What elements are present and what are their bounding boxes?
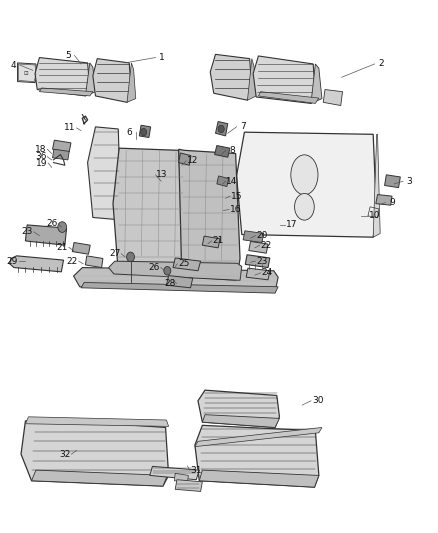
Text: 26: 26 xyxy=(46,220,57,228)
Text: 11: 11 xyxy=(64,124,76,132)
Polygon shape xyxy=(39,88,93,96)
Text: 25: 25 xyxy=(178,260,190,268)
Polygon shape xyxy=(53,149,69,160)
Text: 6: 6 xyxy=(126,128,132,136)
Text: 13: 13 xyxy=(156,171,168,179)
Polygon shape xyxy=(245,255,270,268)
Text: 8: 8 xyxy=(229,146,235,155)
Polygon shape xyxy=(25,417,169,426)
Text: 24: 24 xyxy=(261,269,273,277)
Polygon shape xyxy=(195,427,322,447)
Text: 15: 15 xyxy=(231,192,242,200)
Polygon shape xyxy=(246,268,270,280)
Text: 31: 31 xyxy=(191,466,202,474)
Polygon shape xyxy=(376,195,392,205)
Text: 18: 18 xyxy=(35,145,46,154)
Polygon shape xyxy=(150,466,199,480)
Text: 7: 7 xyxy=(240,123,246,131)
Circle shape xyxy=(164,266,171,275)
Polygon shape xyxy=(373,134,380,237)
Text: 21: 21 xyxy=(57,243,68,252)
Ellipse shape xyxy=(294,193,314,220)
Polygon shape xyxy=(253,56,315,103)
Polygon shape xyxy=(243,231,264,243)
Polygon shape xyxy=(202,415,279,427)
Polygon shape xyxy=(174,473,188,482)
Text: ⊡: ⊡ xyxy=(24,71,28,76)
Text: 23: 23 xyxy=(21,228,33,236)
Polygon shape xyxy=(85,256,103,268)
Circle shape xyxy=(218,125,224,133)
Text: 28: 28 xyxy=(164,279,176,288)
Polygon shape xyxy=(25,225,67,245)
Polygon shape xyxy=(127,63,136,102)
Polygon shape xyxy=(237,132,377,237)
Text: 29: 29 xyxy=(7,257,18,265)
Text: 21: 21 xyxy=(212,237,224,245)
Polygon shape xyxy=(85,63,95,96)
Polygon shape xyxy=(109,261,242,280)
Text: 3: 3 xyxy=(406,177,413,185)
Polygon shape xyxy=(215,122,228,136)
Polygon shape xyxy=(173,258,201,271)
Ellipse shape xyxy=(291,155,318,195)
Text: 4: 4 xyxy=(11,61,16,69)
Polygon shape xyxy=(53,140,71,152)
Text: 14: 14 xyxy=(226,177,238,185)
Polygon shape xyxy=(385,175,400,188)
Polygon shape xyxy=(139,125,151,138)
Polygon shape xyxy=(195,425,319,487)
Polygon shape xyxy=(81,282,278,293)
Polygon shape xyxy=(210,54,252,100)
Text: 10: 10 xyxy=(369,212,380,220)
Text: 17: 17 xyxy=(286,221,297,229)
Text: 5: 5 xyxy=(65,51,71,60)
Polygon shape xyxy=(179,153,191,165)
Text: 36: 36 xyxy=(35,152,46,161)
Polygon shape xyxy=(88,127,120,220)
Text: 19: 19 xyxy=(36,159,47,167)
Polygon shape xyxy=(311,64,322,103)
Polygon shape xyxy=(323,90,343,106)
Text: 27: 27 xyxy=(109,249,120,258)
Polygon shape xyxy=(258,92,319,103)
Polygon shape xyxy=(249,241,268,253)
Polygon shape xyxy=(72,243,90,254)
Polygon shape xyxy=(198,390,279,427)
Text: 9: 9 xyxy=(389,198,395,207)
Polygon shape xyxy=(215,146,230,157)
Text: 16: 16 xyxy=(230,205,241,214)
Polygon shape xyxy=(175,480,202,491)
Polygon shape xyxy=(21,418,169,486)
Polygon shape xyxy=(113,148,184,276)
Polygon shape xyxy=(199,470,319,487)
Polygon shape xyxy=(217,176,229,187)
Circle shape xyxy=(127,252,134,262)
Text: 22: 22 xyxy=(67,257,78,265)
Text: 22: 22 xyxy=(261,241,272,249)
Polygon shape xyxy=(179,149,240,280)
Polygon shape xyxy=(166,276,193,288)
Text: 12: 12 xyxy=(187,157,198,165)
Polygon shape xyxy=(18,63,37,83)
Polygon shape xyxy=(35,58,90,96)
Text: 20: 20 xyxy=(256,231,268,240)
Circle shape xyxy=(58,222,67,232)
Polygon shape xyxy=(247,59,256,100)
Text: 2: 2 xyxy=(378,60,384,68)
Polygon shape xyxy=(32,470,167,486)
Text: 30: 30 xyxy=(312,397,323,405)
Polygon shape xyxy=(202,236,220,248)
Polygon shape xyxy=(10,256,64,272)
Circle shape xyxy=(141,128,147,136)
Text: 26: 26 xyxy=(148,263,160,272)
Polygon shape xyxy=(74,268,278,292)
Text: 1: 1 xyxy=(159,53,165,62)
Text: 32: 32 xyxy=(59,450,71,458)
Text: 23: 23 xyxy=(256,257,268,265)
Polygon shape xyxy=(93,59,131,102)
